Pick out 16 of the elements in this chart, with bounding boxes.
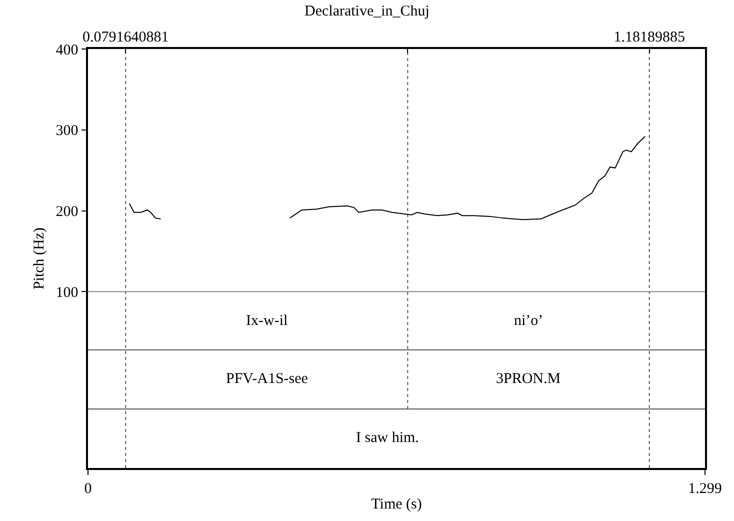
x2-tick-label: 1.18189885 [614, 29, 686, 46]
annotation: 3PRON.M [496, 371, 561, 387]
annotation: ni’o’ [514, 313, 544, 329]
y-tick-label: 100 [56, 284, 78, 301]
x-tick-label: 0 [84, 480, 92, 497]
annotation: I saw him. [356, 430, 419, 446]
y-tick-label: 200 [56, 204, 78, 220]
y-axis-title: Pitch (Hz) [32, 227, 48, 290]
x-tick-label: 1.299 [688, 480, 722, 497]
y-tick-label: 300 [56, 123, 78, 140]
x2-tick-label: 0.0791640881 [82, 29, 169, 46]
x-axis-title: Time (s) [371, 496, 422, 512]
annotation: Ix-w-il [246, 313, 288, 329]
y-tick-label: 400 [56, 42, 78, 58]
chart-title: Declarative_in_Chuj [304, 4, 430, 20]
annotation: PFV-A1S-see [226, 371, 308, 387]
